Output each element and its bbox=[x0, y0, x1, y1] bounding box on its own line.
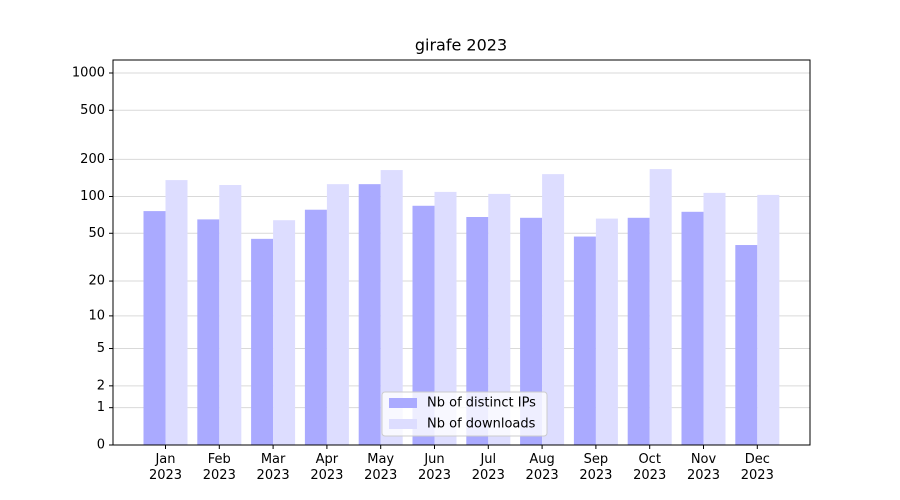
x-tick-label: Oct 2023 bbox=[633, 452, 667, 483]
legend-label: Nb of downloads bbox=[427, 417, 536, 432]
bar bbox=[488, 193, 511, 445]
y-tick-label: 0 bbox=[97, 438, 105, 453]
y-tick-label: 100 bbox=[80, 189, 105, 204]
y-tick-label: 2 bbox=[97, 378, 105, 393]
x-tick-label: Jul 2023 bbox=[471, 452, 505, 483]
y-tick-label: 10 bbox=[88, 308, 105, 323]
x-tick-label: Feb 2023 bbox=[202, 452, 236, 483]
bar bbox=[520, 217, 543, 445]
x-tick-label: Aug 2023 bbox=[525, 452, 559, 483]
x-tick-label: Jan 2023 bbox=[148, 452, 183, 483]
x-tick-label: Nov 2023 bbox=[686, 452, 721, 483]
bar bbox=[326, 184, 349, 445]
y-tick-label: 1 bbox=[97, 400, 105, 415]
y-tick-label: 1000 bbox=[72, 65, 105, 80]
bar bbox=[757, 194, 780, 445]
bar bbox=[273, 220, 296, 445]
bar bbox=[434, 191, 457, 445]
x-tick-label: Dec 2023 bbox=[740, 452, 774, 483]
bar bbox=[219, 185, 242, 445]
x-tick-label: Sep 2023 bbox=[579, 452, 613, 483]
y-tick-label: 20 bbox=[88, 274, 105, 289]
y-tick-label: 50 bbox=[88, 226, 105, 241]
bar bbox=[466, 217, 489, 445]
bar bbox=[573, 236, 596, 445]
chart-title: girafe 2023 bbox=[415, 36, 507, 55]
bar bbox=[542, 174, 565, 445]
bar bbox=[703, 192, 726, 445]
bar bbox=[649, 169, 672, 445]
plot-frame bbox=[112, 59, 811, 446]
legend-label: Nb of distinct IPs bbox=[427, 396, 536, 411]
bar bbox=[143, 211, 166, 445]
x-tick-label: Jun 2023 bbox=[417, 452, 452, 483]
bar bbox=[627, 217, 650, 445]
y-tick-label: 200 bbox=[80, 152, 105, 167]
bar bbox=[595, 218, 618, 445]
legend-box bbox=[381, 391, 548, 437]
x-tick-label: May 2023 bbox=[364, 452, 398, 483]
bar bbox=[412, 205, 435, 445]
bar bbox=[165, 180, 188, 445]
bar bbox=[380, 170, 403, 445]
y-tick-label: 500 bbox=[80, 103, 105, 118]
bar bbox=[735, 245, 758, 445]
y-tick-label: 5 bbox=[97, 341, 105, 356]
legend-swatch bbox=[389, 398, 417, 408]
bar bbox=[251, 238, 274, 445]
legend: Nb of distinct IPs Nb of downloads bbox=[381, 391, 548, 437]
bar bbox=[304, 209, 327, 445]
x-tick-label: Mar 2023 bbox=[256, 452, 290, 483]
legend-swatch bbox=[389, 419, 417, 429]
bar bbox=[358, 184, 381, 445]
bar bbox=[197, 219, 220, 445]
x-tick-label: Apr 2023 bbox=[310, 452, 344, 483]
bar bbox=[681, 211, 704, 445]
